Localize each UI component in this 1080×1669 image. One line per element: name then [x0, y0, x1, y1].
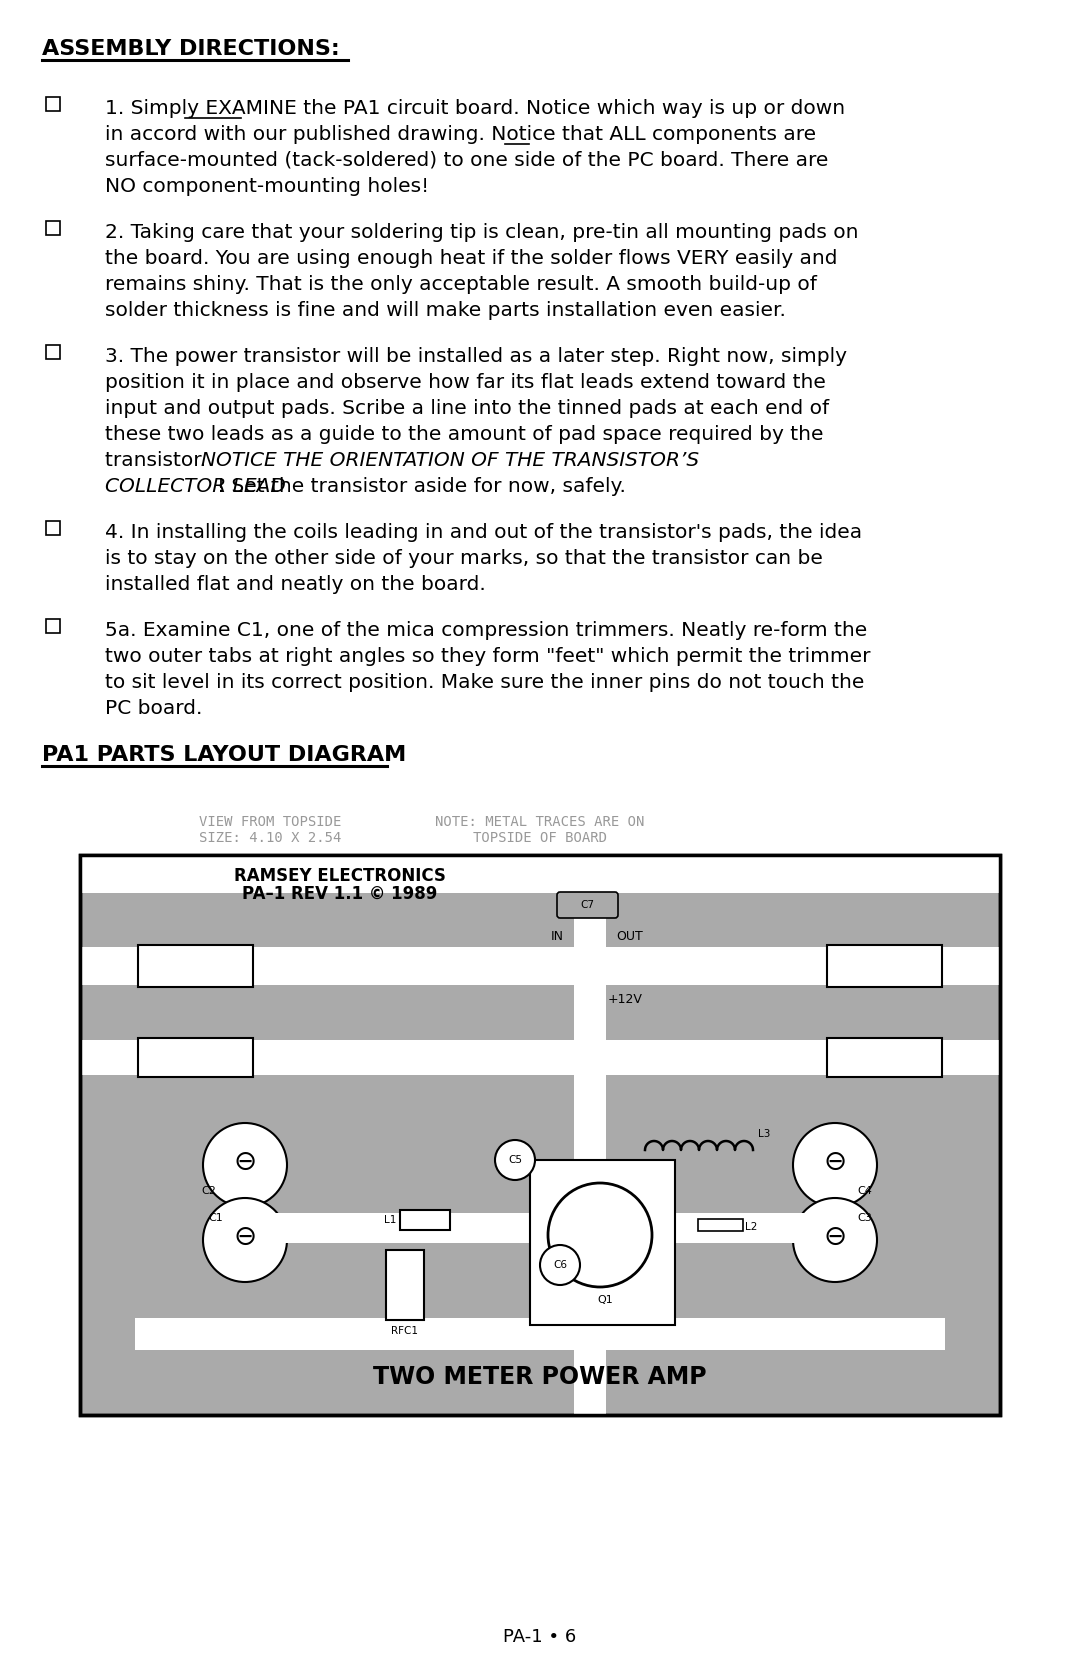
Bar	[606, 946, 945, 985]
Text: COLLECTOR LEAD: COLLECTOR LEAD	[105, 477, 286, 496]
Text: TOPSIDE OF BOARD: TOPSIDE OF BOARD	[473, 831, 607, 845]
Bar	[400, 1210, 450, 1230]
Text: RAMSEY ELECTRONICS: RAMSEY ELECTRONICS	[234, 866, 446, 885]
Text: NOTICE THE ORIENTATION OF THE TRANSISTOR’S: NOTICE THE ORIENTATION OF THE TRANSISTOR…	[201, 451, 699, 471]
Bar	[80, 855, 1000, 1415]
Text: PC board.: PC board.	[105, 699, 202, 718]
Text: remains shiny. That is the only acceptable result. A smooth build-up of: remains shiny. That is the only acceptab…	[105, 275, 816, 294]
Text: IN: IN	[551, 930, 564, 943]
Text: SIZE: 4.10 X 2.54: SIZE: 4.10 X 2.54	[199, 831, 341, 845]
Text: ! Set the transistor aside for now, safely.: ! Set the transistor aside for now, safe…	[217, 477, 626, 496]
Circle shape	[548, 1183, 652, 1287]
Text: L1: L1	[383, 1215, 396, 1225]
Bar	[135, 1319, 945, 1350]
Text: these two leads as a guide to the amount of pad space required by the: these two leads as a guide to the amount…	[105, 426, 824, 444]
Text: 3. The power transistor will be installed as a later step. Right now, simply: 3. The power transistor will be installe…	[105, 347, 847, 366]
Bar	[573, 855, 606, 1415]
Text: C7: C7	[581, 900, 594, 910]
Bar	[827, 945, 942, 986]
Circle shape	[203, 1198, 287, 1282]
Text: ⊖: ⊖	[823, 1223, 847, 1252]
Text: ASSEMBLY DIRECTIONS:: ASSEMBLY DIRECTIONS:	[42, 38, 340, 58]
Text: NOTE: METAL TRACES ARE ON: NOTE: METAL TRACES ARE ON	[435, 814, 645, 829]
Bar	[135, 1040, 573, 1075]
Text: 1. Simply EXAMINE the PA1 circuit board. Notice which way is up or down: 1. Simply EXAMINE the PA1 circuit board.…	[105, 98, 846, 118]
Text: OUT: OUT	[616, 930, 643, 943]
Circle shape	[540, 1245, 580, 1285]
Text: two outer tabs at right angles so they form "feet" which permit the trimmer: two outer tabs at right angles so they f…	[105, 648, 870, 666]
Text: C5: C5	[508, 1155, 522, 1165]
Bar	[80, 855, 1000, 1415]
Text: the board. You are using enough heat if the solder flows VERY easily and: the board. You are using enough heat if …	[105, 249, 837, 269]
Text: ⊖: ⊖	[233, 1148, 257, 1177]
Text: surface-mounted (tack-soldered) to one side of the PC board. There are: surface-mounted (tack-soldered) to one s…	[105, 150, 828, 170]
Text: +12V: +12V	[608, 993, 643, 1006]
Text: installed flat and neatly on the board.: installed flat and neatly on the board.	[105, 576, 486, 594]
Bar	[138, 945, 253, 986]
Circle shape	[793, 1198, 877, 1282]
Bar	[46, 220, 60, 235]
Text: C6: C6	[553, 1260, 567, 1270]
Circle shape	[495, 1140, 535, 1180]
Bar	[827, 1038, 942, 1077]
Circle shape	[203, 1123, 287, 1207]
Text: to sit level in its correct position. Make sure the inner pins do not touch the: to sit level in its correct position. Ma…	[105, 673, 864, 693]
Text: is to stay on the other side of your marks, so that the transistor can be: is to stay on the other side of your mar…	[105, 549, 823, 567]
Bar	[253, 1213, 530, 1243]
Text: L2: L2	[745, 1222, 757, 1232]
Bar	[46, 345, 60, 359]
Text: L3: L3	[758, 1128, 770, 1138]
Text: 2. Taking care that your soldering tip is clean, pre-tin all mounting pads on: 2. Taking care that your soldering tip i…	[105, 224, 859, 242]
Bar	[80, 946, 145, 985]
Bar	[135, 946, 573, 985]
Text: C4: C4	[858, 1187, 872, 1197]
Text: NO component-mounting holes!: NO component-mounting holes!	[105, 177, 429, 195]
Bar	[675, 1213, 827, 1243]
FancyBboxPatch shape	[557, 891, 618, 918]
Text: transistor.: transistor.	[105, 451, 213, 471]
Bar	[46, 97, 60, 112]
Bar	[80, 855, 1000, 893]
Text: 5a. Examine C1, one of the mica compression trimmers. Neatly re-form the: 5a. Examine C1, one of the mica compress…	[105, 621, 867, 639]
Text: ⊖: ⊖	[233, 1223, 257, 1252]
Bar	[606, 1040, 945, 1075]
Text: PA1 PARTS LAYOUT DIAGRAM: PA1 PARTS LAYOUT DIAGRAM	[42, 744, 406, 764]
Bar	[138, 1038, 253, 1077]
Text: C1: C1	[208, 1213, 222, 1223]
Bar	[386, 1250, 424, 1320]
Text: in accord with our published drawing. Notice that ALL components are: in accord with our published drawing. No…	[105, 125, 816, 144]
Text: input and output pads. Scribe a line into the tinned pads at each end of: input and output pads. Scribe a line int…	[105, 399, 829, 417]
Circle shape	[793, 1123, 877, 1207]
Text: TWO METER POWER AMP: TWO METER POWER AMP	[374, 1365, 706, 1389]
Bar	[46, 521, 60, 536]
Bar	[530, 1160, 675, 1325]
Text: position it in place and observe how far its flat leads extend toward the: position it in place and observe how far…	[105, 372, 826, 392]
Bar	[698, 1218, 743, 1232]
Bar	[80, 1040, 145, 1075]
Bar	[935, 946, 1000, 985]
Text: ⊖: ⊖	[823, 1148, 847, 1177]
Text: Q1: Q1	[597, 1295, 612, 1305]
Bar	[46, 619, 60, 633]
Text: C2: C2	[201, 1187, 216, 1197]
Text: Q1: Q1	[631, 1293, 647, 1303]
Bar	[935, 1040, 1000, 1075]
Text: solder thickness is fine and will make parts installation even easier.: solder thickness is fine and will make p…	[105, 300, 786, 320]
Text: C3: C3	[858, 1213, 872, 1223]
Text: VIEW FROM TOPSIDE: VIEW FROM TOPSIDE	[199, 814, 341, 829]
Circle shape	[548, 1183, 652, 1287]
Text: 4. In installing the coils leading in and out of the transistor's pads, the idea: 4. In installing the coils leading in an…	[105, 522, 862, 542]
Text: RFC1: RFC1	[391, 1325, 419, 1335]
Text: PA–1 REV 1.1 © 1989: PA–1 REV 1.1 © 1989	[242, 885, 437, 903]
Text: PA-1 • 6: PA-1 • 6	[503, 1627, 577, 1646]
